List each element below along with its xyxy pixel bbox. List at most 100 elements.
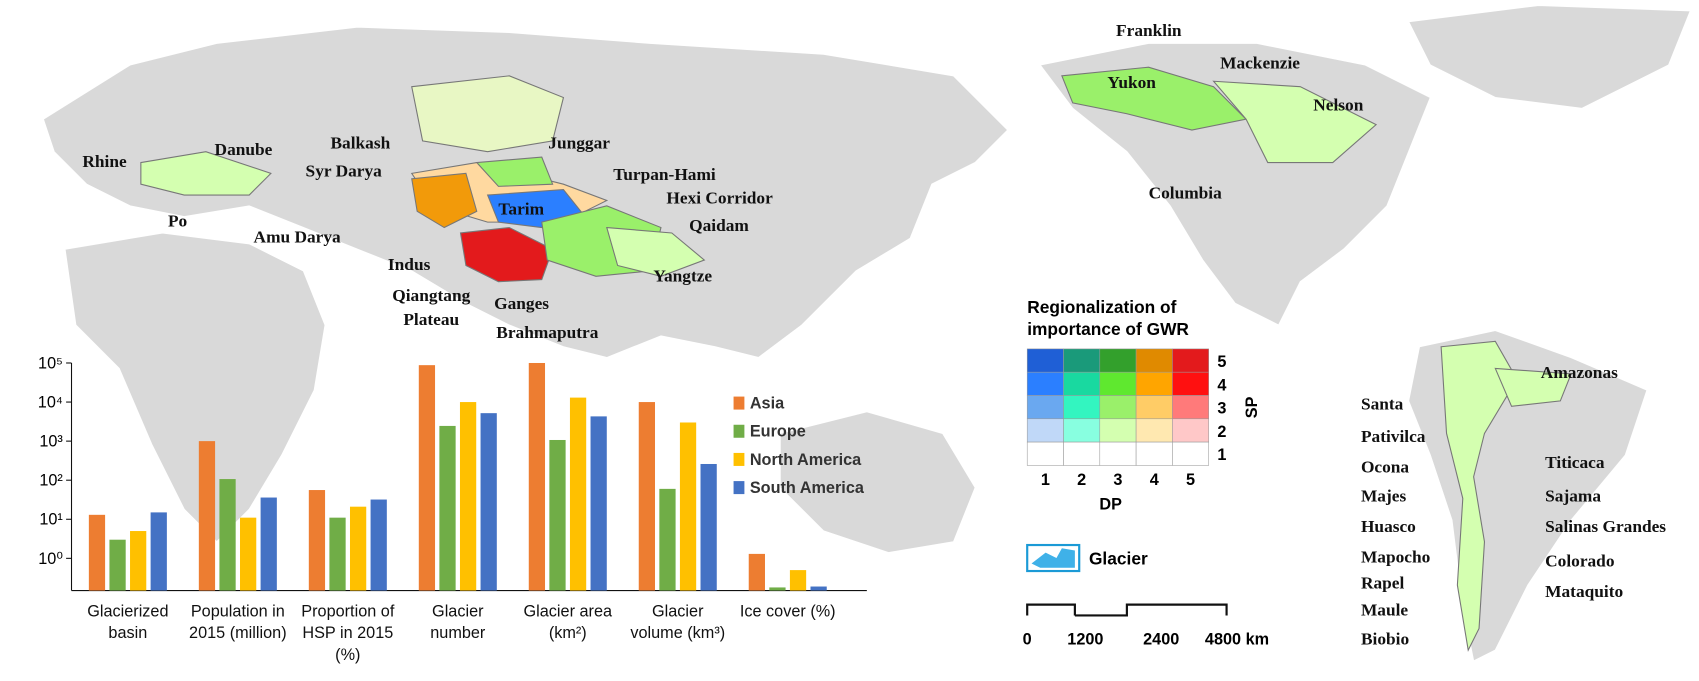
map-label: Mapocho bbox=[1360, 548, 1431, 567]
scale-label: 2400 bbox=[1143, 631, 1179, 649]
bar bbox=[109, 539, 126, 591]
legend-swatch bbox=[733, 481, 745, 495]
map-label: Danube bbox=[214, 140, 273, 160]
x-tick-label: Population in 2015 (million) bbox=[189, 602, 287, 643]
bar bbox=[308, 490, 326, 591]
map-label: Pativilca bbox=[1360, 428, 1426, 447]
sp-label: SP bbox=[1243, 396, 1261, 418]
map-label: Majes bbox=[1360, 487, 1407, 507]
y-tick-label: 10³ bbox=[39, 433, 63, 451]
map-label: Brahmaputra bbox=[496, 323, 599, 343]
legend-cell bbox=[1099, 418, 1137, 443]
legend-cell bbox=[1026, 441, 1064, 466]
legend-cell bbox=[1099, 441, 1137, 466]
bar bbox=[528, 362, 546, 591]
glacier-icon-fill bbox=[1031, 548, 1075, 568]
basin-amu-darya bbox=[411, 172, 478, 229]
bar bbox=[370, 499, 387, 591]
legend-cell bbox=[1063, 348, 1101, 373]
legend-cell bbox=[1172, 418, 1209, 443]
bar bbox=[569, 397, 587, 591]
basin-yukon bbox=[1061, 66, 1248, 131]
bar bbox=[260, 497, 277, 591]
y-tick-label: 10⁵ bbox=[38, 354, 63, 372]
scale-label: 1200 bbox=[1067, 631, 1103, 649]
legend-cell bbox=[1135, 441, 1173, 466]
basin-yangtze bbox=[606, 226, 706, 277]
legend-cell bbox=[1135, 348, 1173, 373]
map-label: Huasco bbox=[1360, 517, 1416, 537]
bar bbox=[810, 586, 827, 591]
legend-cell bbox=[1172, 441, 1209, 466]
sp-tick: 3 bbox=[1217, 400, 1226, 418]
legend-cell bbox=[1063, 441, 1101, 466]
legend-cell bbox=[1172, 395, 1209, 420]
map-label: Yukon bbox=[1107, 73, 1156, 93]
legend-cell bbox=[1135, 418, 1173, 443]
basin-amazonas bbox=[1494, 367, 1572, 407]
legend-cell bbox=[1026, 395, 1064, 420]
bar bbox=[590, 416, 607, 591]
glacier-label: Glacier bbox=[1089, 549, 1148, 569]
scale-bar bbox=[1026, 603, 1228, 617]
map-label: Syr Darya bbox=[305, 162, 382, 181]
legend-label: North America bbox=[750, 451, 862, 469]
bar bbox=[88, 514, 106, 591]
basin-indus bbox=[459, 226, 554, 283]
y-tick-label: 10¹ bbox=[39, 511, 63, 529]
legend-cell bbox=[1026, 371, 1064, 396]
bar bbox=[480, 413, 497, 591]
basin-europe bbox=[140, 151, 272, 196]
legend-cell bbox=[1135, 371, 1173, 396]
bar bbox=[659, 488, 676, 591]
legend-cell bbox=[1063, 395, 1101, 420]
dp-tick: 3 bbox=[1113, 471, 1122, 489]
x-tick-label: Glacier number bbox=[430, 602, 486, 643]
map-label: Rhine bbox=[82, 152, 127, 172]
legend-swatch bbox=[733, 424, 745, 438]
y-tick-label: 10⁴ bbox=[38, 393, 63, 411]
bar bbox=[219, 479, 236, 591]
map-label: Santa bbox=[1360, 395, 1404, 414]
sp-tick: 2 bbox=[1217, 423, 1226, 441]
dp-tick: 5 bbox=[1186, 471, 1195, 489]
map-label: Maule bbox=[1360, 601, 1409, 620]
legend-swatch bbox=[733, 452, 745, 466]
bar bbox=[789, 570, 807, 591]
dp-tick: 1 bbox=[1041, 471, 1050, 489]
x-tick-label: Proportion of HSP in 2015 (%) bbox=[301, 602, 395, 665]
legend-cell bbox=[1026, 418, 1064, 443]
map-label: Turpan-Hami bbox=[613, 165, 716, 185]
legend-swatch bbox=[733, 396, 745, 410]
bar bbox=[638, 402, 656, 591]
bar bbox=[150, 512, 167, 591]
bar bbox=[549, 439, 566, 591]
map-label: Mataquito bbox=[1545, 582, 1624, 602]
legend-cell bbox=[1172, 371, 1209, 396]
bar bbox=[748, 553, 765, 591]
map-label: Sajama bbox=[1545, 487, 1602, 507]
map-label: Nelson bbox=[1313, 96, 1364, 115]
map-label: Qiangtang Plateau bbox=[392, 287, 471, 330]
bar bbox=[459, 402, 477, 591]
sp-tick: 5 bbox=[1217, 353, 1226, 371]
legend-title: Regionalization of importance of GWR bbox=[1027, 297, 1189, 339]
legend-label: Europe bbox=[750, 423, 806, 441]
y-tick-label: 10⁰ bbox=[38, 550, 63, 568]
map-label: Biobio bbox=[1360, 630, 1410, 650]
legend-cell bbox=[1135, 395, 1173, 420]
map-label: Titicaca bbox=[1545, 454, 1605, 473]
map-label: Columbia bbox=[1148, 184, 1222, 203]
dp-tick: 4 bbox=[1150, 471, 1159, 489]
basin-balkash bbox=[475, 156, 554, 187]
map-label: Amazonas bbox=[1540, 364, 1618, 383]
bar bbox=[329, 517, 346, 591]
basin-mackenzie bbox=[1212, 80, 1378, 164]
legend-cell bbox=[1099, 395, 1137, 420]
map-label: Tarim bbox=[498, 200, 545, 219]
scale-label: 0 bbox=[1023, 631, 1032, 649]
x-tick-label: Glacierized basin bbox=[87, 602, 169, 643]
legend-label: Asia bbox=[750, 394, 785, 412]
basin-siberia bbox=[411, 75, 565, 153]
bar bbox=[700, 463, 717, 591]
